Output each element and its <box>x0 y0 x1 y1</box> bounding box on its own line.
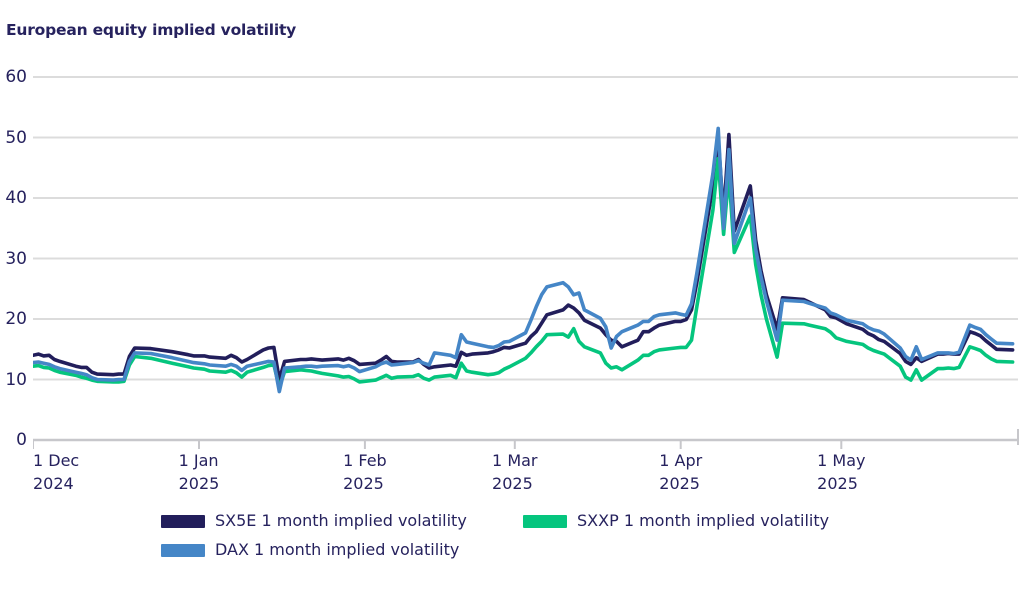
x-tick-label-1-Apr: 1 Apr 2025 <box>659 451 703 493</box>
plot-svg <box>33 76 1019 449</box>
x-tick-label-1-Mar: 1 Mar 2025 <box>492 451 538 493</box>
legend-label-sxxp: SXXP 1 month implied volatility <box>577 511 830 530</box>
series-line-sx5e <box>33 132 1015 382</box>
x-tick-label-1-May: 1 May 2025 <box>817 451 866 493</box>
x-tick-label-1-Jan: 1 Jan 2025 <box>178 451 220 493</box>
legend-label-sx5e: SX5E 1 month implied volatility <box>215 511 467 530</box>
y-tick-label-20: 20 <box>5 309 27 329</box>
y-tick-label-60: 60 <box>5 67 27 87</box>
x-axis: 1 Dec 2024 1 Jan 2025 1 Feb 2025 1 Mar 2025 1 Ap… <box>0 450 1024 500</box>
y-tick-label-30: 30 <box>5 248 27 269</box>
legend-item-sx5e: SX5E 1 month implied volatility <box>161 510 523 532</box>
legend: SX5E 1 month implied volatility SXXP 1 m… <box>161 510 829 561</box>
y-tick-label-0: 0 <box>16 430 27 450</box>
legend-swatch-sx5e <box>161 514 205 528</box>
chart-title: European equity implied volatility <box>6 21 297 39</box>
x-tick-label-1-Feb: 1 Feb 2025 <box>343 451 387 493</box>
legend-label-dax: DAX 1 month implied volatility <box>215 540 460 559</box>
y-tick-label-10: 10 <box>5 369 27 390</box>
legend-item-sxxp: SXXP 1 month implied volatility <box>523 510 829 532</box>
legend-swatch-sxxp <box>523 514 567 528</box>
y-tick-label-40: 40 <box>5 188 27 208</box>
legend-swatch-dax <box>161 543 205 557</box>
legend-item-dax: DAX 1 month implied volatility <box>161 539 523 561</box>
y-tick-label-50: 50 <box>5 127 27 148</box>
series-line-sxxp <box>33 156 1015 390</box>
x-tick-label-1-Dec: 1 Dec 2024 <box>33 451 80 493</box>
series-line-dax <box>33 126 1015 394</box>
